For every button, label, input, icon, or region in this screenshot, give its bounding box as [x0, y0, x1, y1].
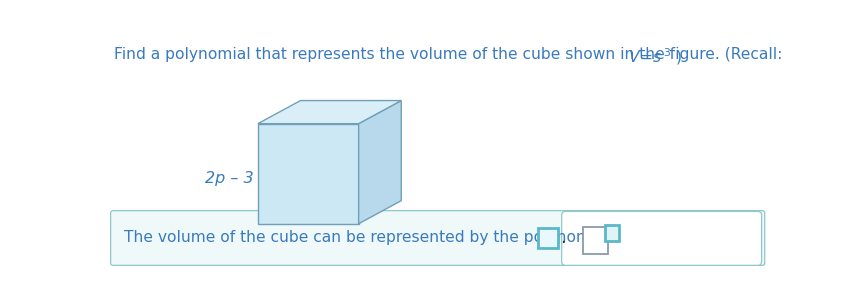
Polygon shape	[258, 124, 358, 224]
FancyBboxPatch shape	[111, 211, 763, 265]
Polygon shape	[258, 100, 401, 124]
Bar	[537, 228, 557, 248]
Text: .: .	[560, 229, 566, 247]
FancyBboxPatch shape	[561, 211, 761, 265]
Polygon shape	[358, 100, 401, 224]
Bar	[605, 225, 618, 241]
Text: The volume of the cube can be represented by the polynomial: The volume of the cube can be represente…	[124, 230, 608, 245]
Text: 2p – 3: 2p – 3	[205, 171, 253, 186]
Text: Find a polynomial that represents the volume of the cube shown in the figure. (R: Find a polynomial that represents the vo…	[114, 47, 792, 62]
Bar	[583, 227, 607, 254]
Text: $V\!=\!s^{\,3}$ ): $V\!=\!s^{\,3}$ )	[627, 47, 681, 67]
